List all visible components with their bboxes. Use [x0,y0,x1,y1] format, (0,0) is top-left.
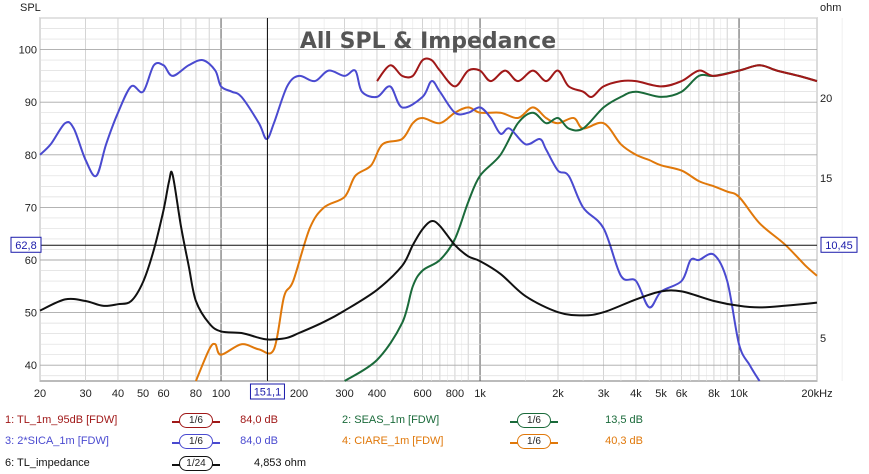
x-tick-label: 40 [112,388,124,400]
cursor-y-right-readout-box [820,236,858,253]
legend-label: 1: TL_1m_95dB [FDW] [5,414,118,426]
y-axis-left-title: SPL [20,2,41,14]
cursor-x-readout: 151,1 [254,387,282,399]
series-tl-impedance [39,170,818,341]
series-tl-1m-95db-fdw [376,57,818,99]
legend-label: 2: SEAS_1m [FDW] [342,414,440,426]
x-tick-label: 6k [676,388,688,400]
cursor-layer: 151,1 62,8 10,45 [10,18,858,400]
x-tick-label: 30 [79,388,91,400]
x-tick-label: 50 [137,388,149,400]
y-left-tick-label: 90 [25,97,37,109]
smoothing-selector[interactable]: 1/6 [179,413,213,428]
legend-value: 84,0 dB [240,414,278,426]
y-left-tick-label: 100 [19,45,37,57]
x-tick-label: 1k [474,388,486,400]
x-tick-label: 400 [368,388,386,400]
x-tick-label: 300 [335,388,353,400]
chart-title: All SPL & Impedance [300,29,556,54]
x-tick-label: 800 [446,388,464,400]
frequency-response-chart: 151,1 62,8 10,45 20 30 40 50 60 80 100 200 300 400 6… [10,2,858,400]
x-tick-label: 8k [708,388,720,400]
y-axis-right-title: ohm [820,2,841,14]
y-left-tick-label: 80 [25,150,37,162]
x-tick-label: 100 [212,388,230,400]
y-left-tick-label: 60 [25,255,37,267]
series-layer [39,57,818,382]
smoothing-selector[interactable]: 1/6 [517,413,551,428]
x-tick-label: 600 [413,388,431,400]
series-ciare-1m-fdw [194,106,818,382]
legend-label: 3: 2*SICA_1m [FDW] [5,435,109,447]
x-tick-label: 10k [730,388,748,400]
y-right-tick-label: 20 [820,93,832,105]
legend-value: 13,5 dB [605,414,643,426]
smoothing-selector[interactable]: 1/6 [517,434,551,449]
x-tick-label: 20kHz [801,388,832,400]
y-right-tick-label: 15 [820,173,832,185]
x-tick-label: 80 [190,388,202,400]
y-left-tick-label: 40 [25,360,37,372]
x-tick-label: 2k [552,388,564,400]
legend-value: 40,3 dB [605,435,643,447]
legend-value: 4,853 ohm [254,457,306,469]
x-tick-label: 3k [598,388,610,400]
x-tick-label: 4k [630,388,642,400]
y-right-tick-label: 5 [820,333,826,345]
cursor-y-left-readout-box [10,236,42,253]
x-tick-label: 200 [290,388,308,400]
y-left-tick-label: 50 [25,308,37,320]
cursor-y-right-readout: 10,45 [825,240,853,252]
x-tick-label: 60 [157,388,169,400]
legend-label: 4: CIARE_1m [FDW] [342,435,444,447]
series-2-sica-1m-fdw [39,58,761,382]
cursor-x-readout-box [249,383,285,400]
cursor-y-left-readout: 62,8 [15,240,36,252]
tick-labels: 20 30 40 50 60 80 100 200 300 400 600 800 1k 2k 3k 4k 5k… [19,45,833,400]
x-tick-label: 20 [34,388,46,400]
smoothing-selector[interactable]: 1/6 [179,434,213,449]
legend-label: 6: TL_impedance [5,457,90,469]
legend-value: 84,0 dB [240,435,278,447]
smoothing-selector[interactable]: 1/24 [179,456,213,471]
y-left-tick-label: 70 [25,202,37,214]
plot-area [39,17,818,382]
x-tick-label: 5k [655,388,667,400]
